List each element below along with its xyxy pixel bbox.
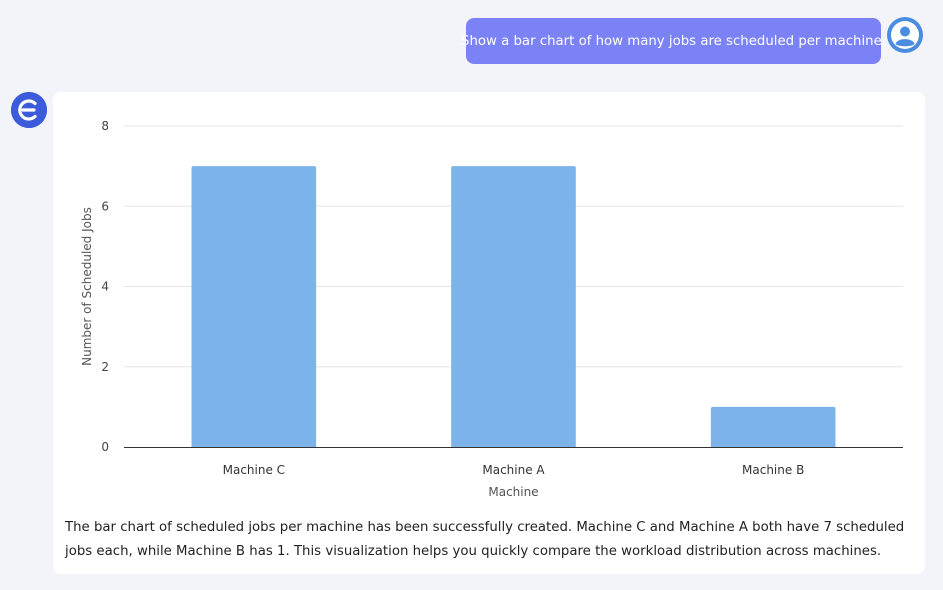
x-tick-label: Machine C	[223, 463, 285, 477]
user-message-text: Show a bar chart of how many jobs are sc…	[461, 33, 886, 49]
assistant-response-card: 0 2 4 6 8 Machine C Machine A Machine B Machine N…	[53, 92, 925, 574]
y-tick-label: 4	[101, 280, 109, 294]
y-tick-label: 6	[101, 199, 109, 213]
assistant-summary-text: The bar chart of scheduled jobs per mach…	[65, 520, 905, 559]
x-tick-label: Machine B	[742, 463, 804, 477]
bar	[710, 406, 836, 447]
bar	[191, 166, 317, 447]
x-axis-title: Machine	[488, 485, 538, 499]
bar-chart: 0 2 4 6 8 Machine C Machine A Machine B Machine N…	[80, 119, 903, 499]
x-tick-label: Machine A	[482, 463, 545, 477]
assistant-logo-icon	[11, 92, 47, 128]
bar	[451, 166, 576, 447]
y-tick-label: 8	[101, 119, 109, 133]
user-message-bubble: Show a bar chart of how many jobs are sc…	[461, 18, 886, 64]
user-avatar-icon[interactable]	[887, 17, 923, 53]
y-tick-label: 2	[101, 360, 109, 374]
y-axis-title: Number of Scheduled Jobs	[80, 207, 94, 366]
y-tick-label: 0	[101, 440, 109, 454]
